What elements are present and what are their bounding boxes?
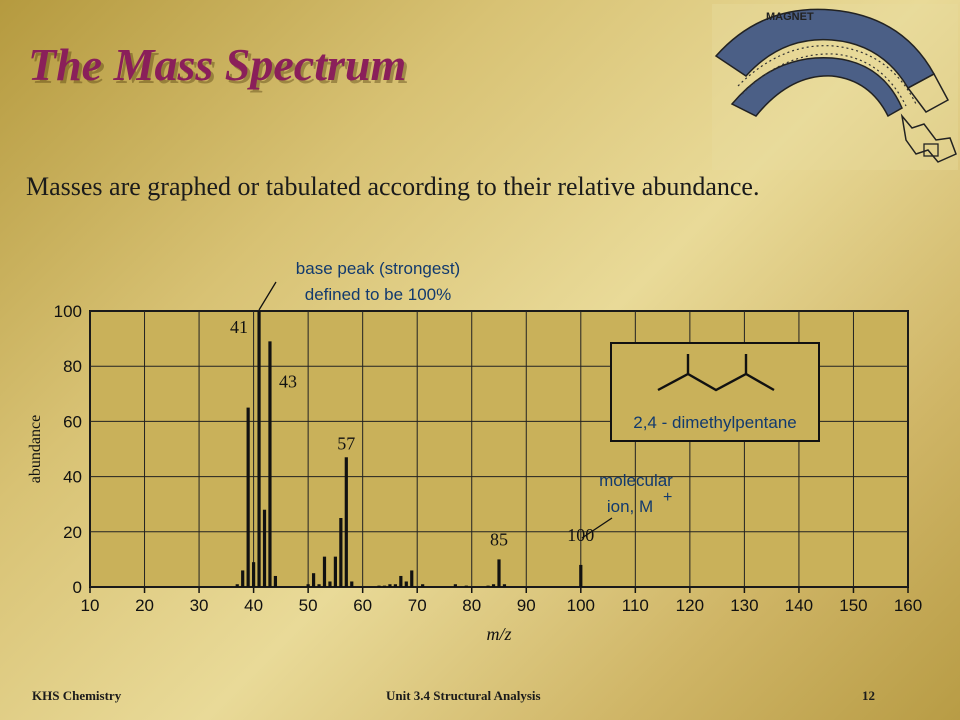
x-tick-label: 80: [462, 596, 481, 615]
y-axis-label: abundance: [27, 415, 44, 483]
structure-name: 2,4 - dimethylpentane: [633, 413, 797, 432]
spectrum-bar-mz-41: [257, 311, 261, 587]
peak-label-100: 100: [567, 525, 594, 545]
x-tick-label: 150: [839, 596, 867, 615]
x-tick-label: 130: [730, 596, 758, 615]
x-tick-label: 30: [190, 596, 209, 615]
spectrum-bar-mz-85: [497, 559, 501, 587]
spectrum-bars: [235, 311, 583, 587]
molecular-ion-superscript: +: [663, 489, 672, 506]
slide-title: The Mass Spectrum: [28, 39, 407, 90]
spectrum-bar-mz-63: [377, 585, 381, 587]
peak-label-43: 43: [279, 371, 297, 391]
spectrum-bar-mz-39: [246, 407, 250, 587]
spectrum-bar-mz-86: [502, 584, 507, 587]
peak-label-41: 41: [230, 317, 248, 337]
spectrum-bar-mz-100: [579, 564, 583, 587]
spectrum-bar-mz-79: [464, 585, 468, 587]
spectrum-bar-mz-54: [328, 581, 332, 587]
x-tick-label: 20: [135, 596, 154, 615]
spectrum-bar-mz-38: [241, 570, 245, 587]
x-tick-labels: 10 20 30 40 50 60 70 80 90 100 110 120 130 140 150 160: [81, 596, 923, 615]
spectrum-bar-mz-44: [273, 575, 278, 587]
spectrum-bar-mz-66: [393, 584, 397, 587]
y-tick-label: 40: [63, 468, 82, 487]
y-tick-label: 80: [63, 357, 82, 376]
spectrum-bar-mz-56: [339, 518, 343, 587]
footer-unit: Unit 3.4 Structural Analysis: [386, 688, 541, 703]
structure-box: 2,4 - dimethylpentane: [610, 342, 820, 442]
x-tick-label: 50: [299, 596, 318, 615]
peak-labels: 41 43 57 85 100: [230, 317, 594, 549]
spectrum-bar-mz-84: [491, 584, 496, 587]
x-tick-label: 140: [785, 596, 813, 615]
footer-course: KHS Chemistry: [32, 688, 122, 703]
x-tick-label: 10: [81, 596, 100, 615]
spectrum-bar-mz-64: [382, 585, 387, 587]
spectrum-bar-mz-57: [344, 457, 348, 587]
footer-page-number: 12: [862, 688, 875, 703]
y-tick-label: 60: [63, 412, 82, 431]
spectrum-bar-mz-37: [235, 584, 239, 587]
x-tick-label: 60: [353, 596, 372, 615]
x-axis-label: m/z: [486, 624, 511, 644]
spectrum-bar-mz-77: [453, 584, 457, 587]
spectrum-bar-mz-68: [404, 581, 408, 587]
x-tick-label: 160: [894, 596, 922, 615]
spectrum-bar-mz-67: [399, 575, 403, 587]
peak-label-57: 57: [337, 433, 355, 453]
spectrum-bar-mz-40: [252, 562, 256, 587]
x-tick-label: 70: [408, 596, 427, 615]
spectrum-bar-mz-69: [410, 570, 414, 587]
base-peak-annotation-line1: base peak (strongest): [296, 259, 460, 278]
base-peak-annotation-line2: defined to be 100%: [305, 285, 452, 304]
spectrum-bar-mz-51: [311, 573, 316, 587]
magnet-diagram-icon: MAGNET: [712, 4, 958, 170]
mass-spectrum-chart: 0 20 40 60 80 100 10 20 30 40 50 60 70 80 90 100 110 120…: [27, 259, 923, 644]
y-tick-label: 20: [63, 523, 82, 542]
spectrum-bar-mz-71: [421, 584, 425, 587]
x-tick-label: 40: [244, 596, 263, 615]
spectrum-bar-mz-53: [322, 556, 327, 587]
base-peak-pointer: [258, 281, 277, 311]
spectrum-bar-mz-83: [486, 585, 490, 587]
x-tick-label: 90: [517, 596, 536, 615]
spectrum-bar-mz-52: [317, 584, 321, 587]
molecular-ion-annotation-line1: molecular: [599, 471, 673, 490]
y-tick-label: 100: [54, 302, 82, 321]
spectrum-bar-mz-65: [388, 584, 392, 587]
spectrum-bar-mz-55: [333, 556, 337, 587]
spectrum-bar-mz-58: [350, 581, 354, 587]
molecular-ion-pointer: [581, 517, 613, 539]
y-tick-labels: 0 20 40 60 80 100: [54, 302, 82, 597]
x-tick-label: 100: [567, 596, 595, 615]
slide-subtitle: Masses are graphed or tabulated accordin…: [26, 172, 760, 201]
x-tick-label: 120: [676, 596, 704, 615]
molecular-ion-annotation-line2: ion, M: [607, 497, 653, 516]
peak-label-85: 85: [490, 529, 508, 549]
magnet-label: MAGNET: [766, 11, 814, 23]
molecule-skeleton-icon: [657, 354, 775, 392]
spectrum-bar-mz-50: [306, 584, 310, 587]
y-tick-label: 0: [73, 578, 82, 597]
spectrum-bar-mz-42: [262, 509, 267, 587]
x-tick-label: 110: [622, 596, 649, 615]
spectrum-bar-mz-43: [268, 341, 272, 587]
